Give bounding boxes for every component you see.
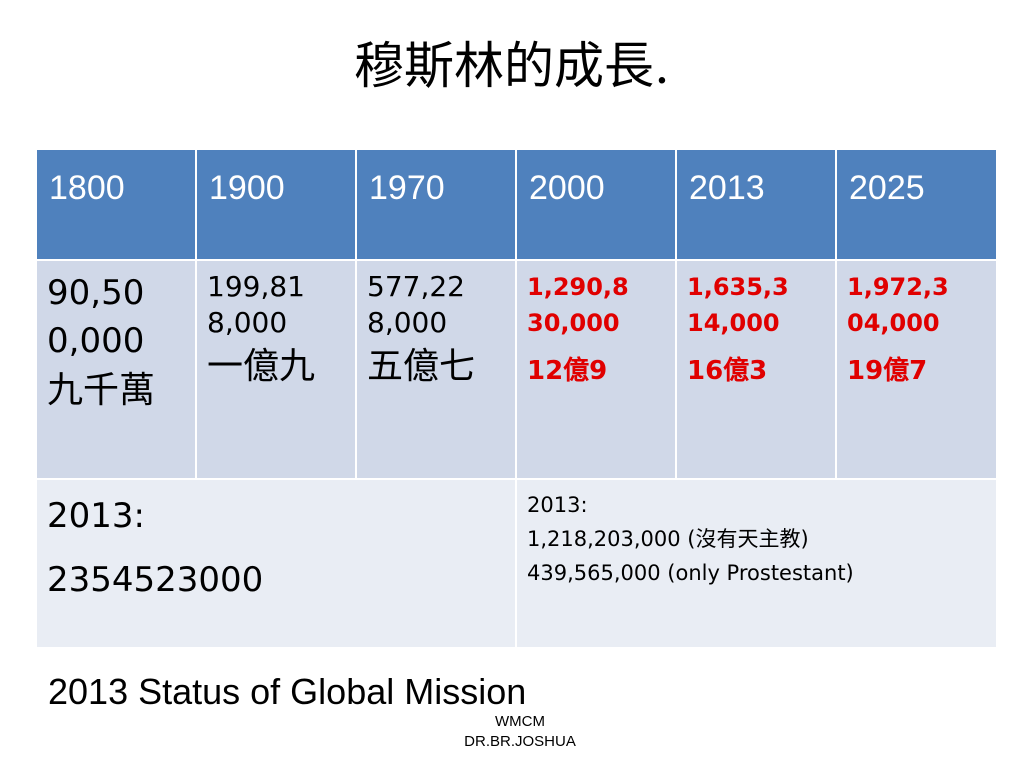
total-2013-value: 2354523000 [47,560,264,600]
footer-org: WMCM [495,713,545,730]
footer-author: DR.BR.JOSHUA [464,733,576,750]
christian-2013-label: 2013: [527,493,588,517]
header-1800: 1800 [37,150,195,259]
christian-2013-line2: 439,565,000 (only Prostestant) [527,561,854,585]
cjk-1800: 九千萬 [47,370,156,411]
header-1970: 1970 [357,150,515,259]
header-1900: 1900 [197,150,355,259]
count-2025: 1,972,3 04,000 [847,273,949,337]
cjk-2000: 12億9 [527,356,608,386]
total-2013-label: 2013: [47,496,145,536]
count-2000: 1,290,8 30,000 [527,273,629,337]
cjk-1900: 一億九 [207,346,316,387]
header-2013: 2013 [677,150,835,259]
header-2025: 2025 [837,150,996,259]
christian-2013-line1: 1,218,203,000 (沒有天主教) [527,527,809,551]
christian-2013-cell: 2013: 1,218,203,000 (沒有天主教) 439,565,000 … [517,480,996,647]
cell-2000: 1,290,8 30,000 12億9 [517,261,675,478]
cell-2013: 1,635,3 14,000 16億3 [677,261,835,478]
cell-1800: 90,50 0,000 九千萬 [37,261,195,478]
cell-1900: 199,81 8,000 一億九 [197,261,355,478]
header-2000: 2000 [517,150,675,259]
cjk-2013: 16億3 [687,356,768,386]
slide-title: 穆斯林的成長. [354,37,670,95]
mission-table: 1800 1900 1970 2000 2013 2025 90,50 0,00… [37,150,996,647]
count-2013: 1,635,3 14,000 [687,273,789,337]
cjk-1970: 五億七 [367,346,476,387]
count-1970: 577,22 8,000 [367,270,465,339]
count-1900: 199,81 8,000 [207,270,305,339]
caption: 2013 Status of Global Mission [48,671,527,712]
total-2013-cell: 2013: 2354523000 [37,480,515,647]
count-1800: 90,50 0,000 [47,273,145,361]
cell-2025: 1,972,3 04,000 19億7 [837,261,996,478]
cjk-2025: 19億7 [847,356,928,386]
cell-1970: 577,22 8,000 五億七 [357,261,515,478]
footer: WMCM DR.BR.JOSHUA [400,712,640,752]
